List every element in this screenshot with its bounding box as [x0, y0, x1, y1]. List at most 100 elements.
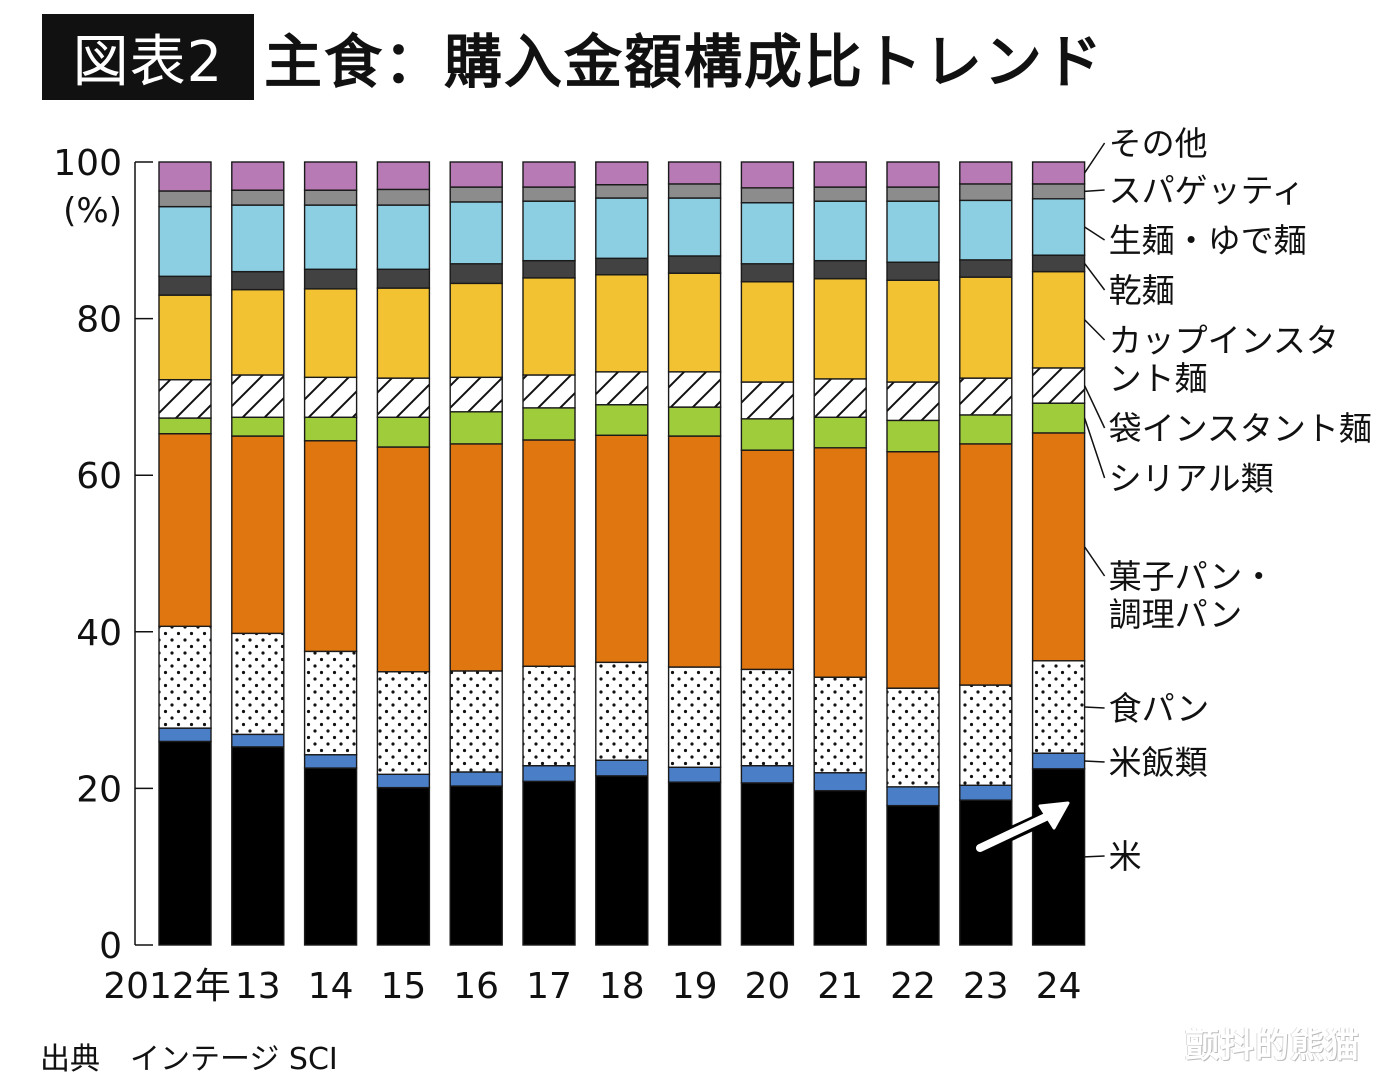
legend-leader-line	[1083, 417, 1106, 479]
y-axis-unit-label: (%)	[63, 191, 122, 231]
x-tick-label: 23	[963, 966, 1009, 1007]
bar-stack	[1031, 161, 1086, 946]
bar-segment	[158, 205, 212, 278]
bar-segment	[376, 161, 431, 191]
bar-segment	[959, 161, 1013, 185]
bar-segment	[595, 257, 649, 276]
bar-segment	[740, 281, 795, 383]
bar-stack	[376, 161, 431, 946]
x-tick-label: 17	[526, 966, 572, 1007]
bar-segment	[740, 202, 795, 265]
x-tick-label: 19	[672, 966, 718, 1007]
x-tick-label: 21	[817, 966, 863, 1007]
bar-segment	[886, 687, 940, 788]
bar-segment	[231, 416, 285, 437]
bar-segment	[303, 189, 358, 206]
bar-segment	[595, 759, 649, 777]
bar-segment	[522, 161, 576, 188]
bar-segment	[303, 204, 358, 270]
annotation	[973, 801, 1070, 855]
y-tick-label: 0	[99, 926, 122, 967]
x-axis-labels: 2012年 13 14 15 16 17 18 19 20 21 22 23 24	[103, 966, 1081, 1007]
bar-segment	[449, 263, 503, 285]
bar-segment	[740, 263, 795, 283]
x-tick-label: 20	[744, 966, 790, 1007]
bar-segment	[595, 161, 649, 186]
bar-segment	[886, 786, 940, 807]
legend-label: その他	[1109, 124, 1208, 163]
bar-segment	[231, 288, 285, 376]
chart-title-text: 主食：購入金額構成比トレンド	[264, 28, 1105, 96]
y-tick-label: 20	[76, 769, 122, 810]
bar-segment	[158, 433, 212, 628]
bar-stack	[158, 161, 212, 946]
bar-segment	[231, 204, 285, 273]
bar-segment	[667, 406, 722, 437]
bar-segment	[449, 282, 503, 379]
bar-segment	[813, 186, 867, 202]
bar-segment	[886, 186, 940, 202]
bar-segment	[959, 443, 1013, 686]
bar-segment	[813, 200, 867, 262]
bar-segment	[959, 259, 1013, 278]
bar-segment	[959, 183, 1013, 202]
bar-segment	[813, 447, 867, 678]
bar-segment	[303, 376, 358, 418]
bar-segment	[449, 201, 503, 265]
bar-segment	[959, 684, 1013, 786]
y-tick-label: 40	[76, 613, 122, 654]
bar-segment	[231, 746, 285, 946]
bar-segment	[886, 804, 940, 946]
arrow-shaft	[976, 811, 1054, 852]
bar-segment	[1031, 402, 1086, 434]
bar-segment	[1031, 752, 1086, 770]
bar-segment	[522, 764, 576, 783]
chart-title: 図表2 主食：購入金額構成比トレンド	[42, 14, 1104, 100]
bar-segment	[158, 294, 212, 381]
x-tick-label: 13	[235, 966, 281, 1007]
bar-segment	[667, 255, 722, 274]
bar-segment	[376, 446, 431, 673]
legend-label: スパゲッティ	[1109, 171, 1305, 210]
bar-segment	[231, 270, 285, 291]
bar-segment	[158, 378, 212, 419]
source-note: 出典 インテージ SCI	[40, 1042, 338, 1077]
bar-segment	[959, 377, 1013, 416]
bar-segment	[449, 443, 503, 672]
bar-segment	[740, 668, 795, 767]
legend-leader-line	[1084, 189, 1105, 193]
bar-segment	[959, 784, 1013, 801]
bar-segment	[740, 782, 795, 946]
bar-segment	[376, 786, 431, 946]
bar-segment	[376, 204, 431, 270]
legend-leader-line	[1083, 142, 1106, 174]
legend-leader-line	[1084, 760, 1105, 763]
legend-label: シリアル類	[1109, 459, 1274, 498]
bar-segment	[303, 268, 358, 290]
bar-segment	[303, 650, 358, 756]
x-tick-label: 18	[599, 966, 645, 1007]
bar-segment	[886, 451, 940, 689]
bar-segment	[231, 435, 285, 635]
x-tick-label: 14	[308, 966, 354, 1007]
bar-segment	[449, 161, 503, 188]
bar-segment	[303, 416, 358, 442]
legend-label: 食パン	[1109, 689, 1210, 728]
bar-stack	[740, 161, 795, 946]
bar-stack	[959, 161, 1013, 946]
bar-stack	[595, 161, 649, 946]
y-tick-label: 100	[53, 143, 122, 184]
legend-label: ント麺	[1109, 359, 1208, 398]
bar-segment	[522, 259, 576, 279]
bar-segment	[522, 186, 576, 202]
bar-segment	[449, 186, 503, 203]
bar-segment	[740, 764, 795, 784]
bar-segment	[667, 197, 722, 257]
bar-segment	[813, 277, 867, 380]
legend-leader-line	[1084, 855, 1105, 858]
legend-label: カップインスタ	[1109, 321, 1339, 360]
x-tick-label: 24	[1036, 966, 1082, 1007]
bar-segment	[158, 161, 212, 192]
bar-segment	[522, 277, 576, 376]
